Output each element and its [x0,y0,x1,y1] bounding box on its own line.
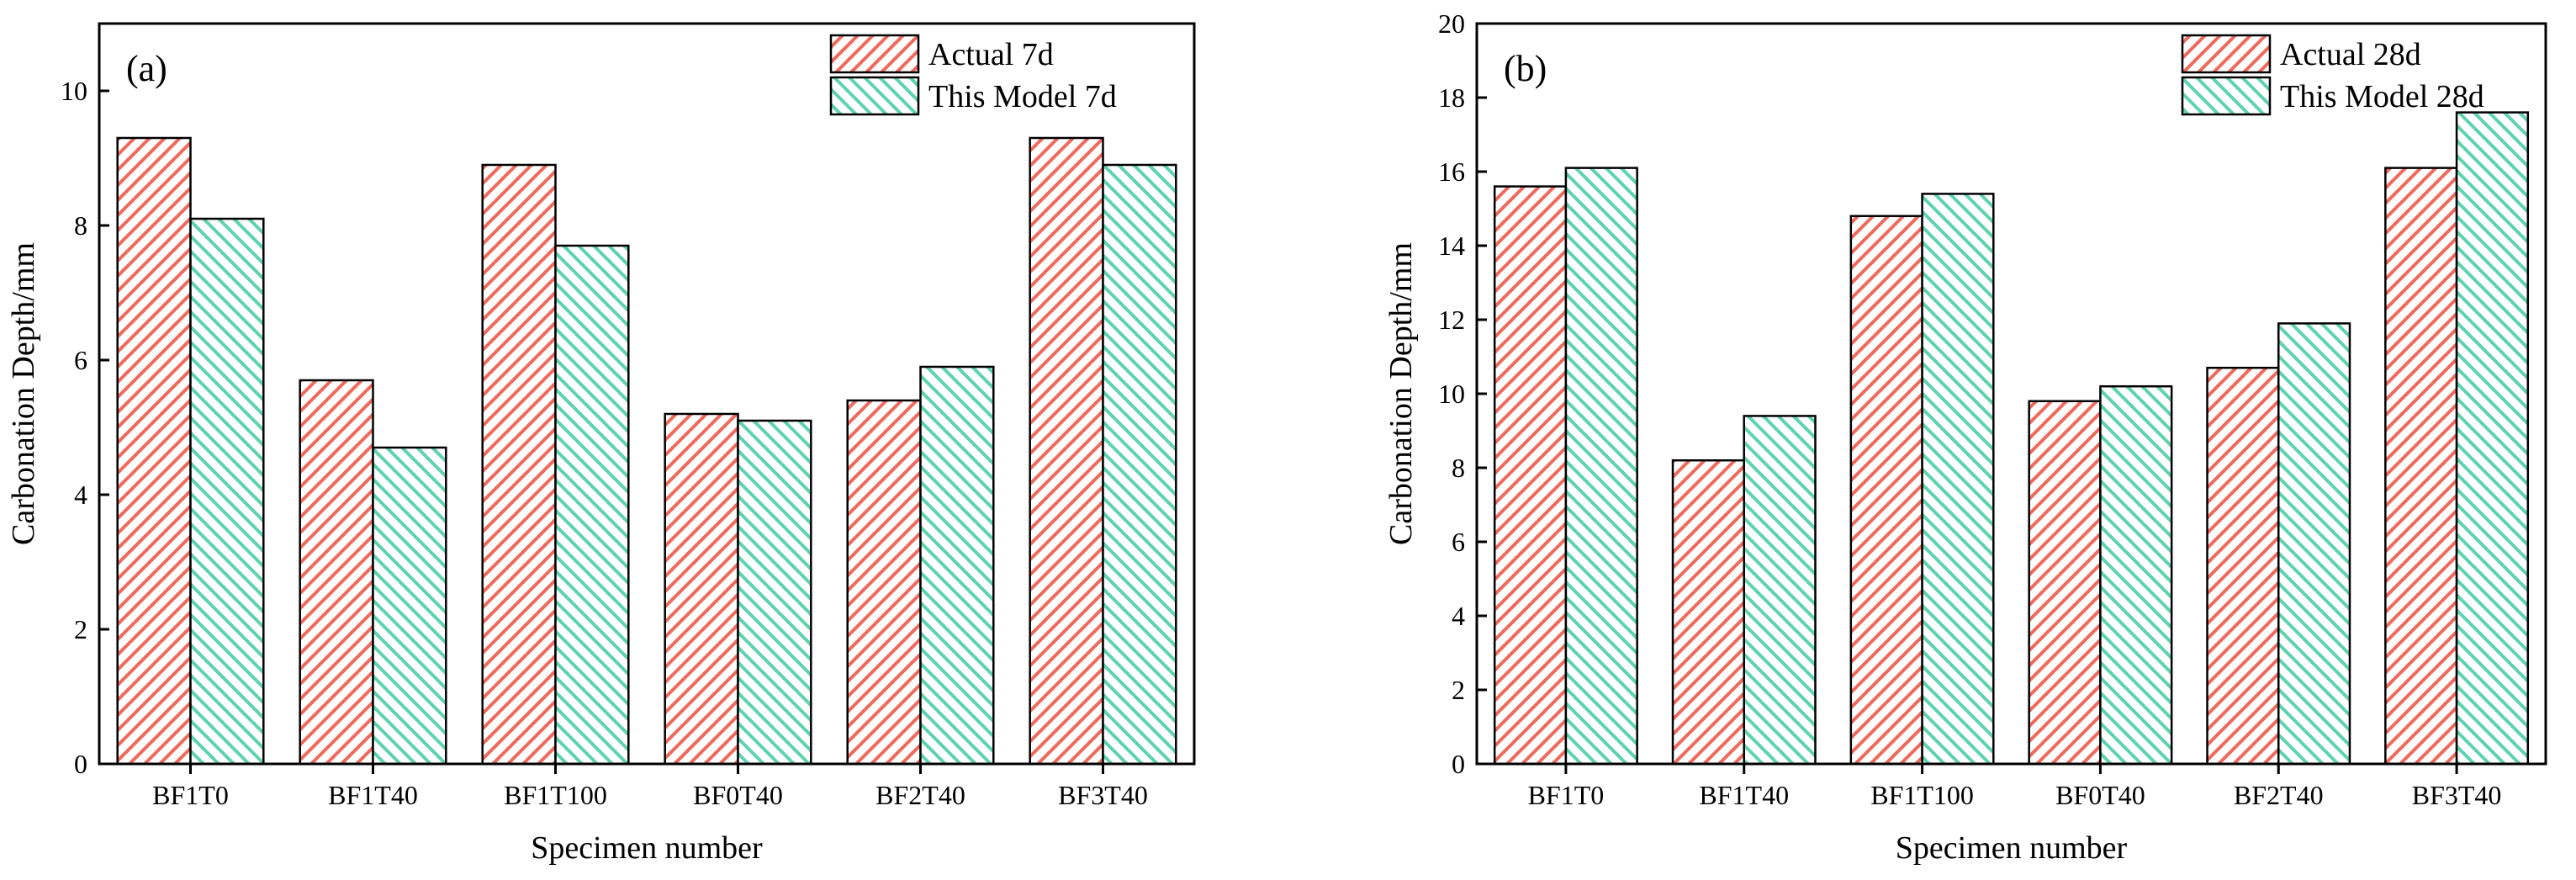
bar-model-bf1t100 [554,244,630,766]
bar-model-bf1t40 [1743,415,1817,766]
x-axis-ticks: BF1T0 BF1T40 BF1T100 BF0T40 BF2T40 BF3T40 [152,764,1148,810]
panel-label: (a) [126,48,167,89]
bar-actual-bf0t40 [2028,400,2102,766]
bar-model-bf2t40 [2277,322,2351,766]
panel-label: (b) [1504,48,1547,89]
bar-model-bf0t40 [2099,384,2173,766]
y-tick-label: 18 [1438,82,1465,113]
y-axis-title: Carbonation Depth/mm [1383,242,1419,545]
chart-panel-b: 0 2 4 6 8 10 12 14 16 18 20 BF1T0 BF1T40 BF1T100 BF0T… [1383,8,2547,866]
bar-model-bf0t40 [737,419,812,766]
y-tick-label: 12 [1438,305,1465,335]
bars-group [116,136,1177,766]
y-tick-label: 4 [74,480,87,510]
bar-actual-bf3t40 [1029,136,1104,766]
bar-model-bf2t40 [919,365,995,766]
x-tick-label: BF2T40 [2234,780,2324,810]
x-tick-label: BF3T40 [2412,780,2502,810]
bar-model-bf1t40 [372,446,447,766]
bar-actual-bf2t40 [2206,366,2280,766]
x-axis-ticks: BF1T0 BF1T40 BF1T100 BF0T40 BF2T40 BF3T40 [1528,764,2502,810]
y-tick-label: 6 [1452,527,1465,557]
x-tick-label: BF1T0 [1528,780,1605,810]
y-tick-label: 14 [1438,231,1465,261]
y-tick-label: 2 [74,614,87,644]
legend-swatch-series-1 [2181,34,2272,74]
y-tick-label: 0 [74,749,87,779]
legend-swatch-series-2 [2181,76,2272,116]
legend: Actual 7d This Model 7d [829,34,1117,116]
bar-model-bf1t100 [1921,193,1995,766]
legend-label-series-1: Actual 7d [928,37,1054,72]
x-tick-label: BF3T40 [1058,780,1148,810]
bars-group [1493,111,2530,766]
bar-actual-bf1t40 [299,379,374,766]
bar-model-bf3t40 [2455,111,2530,766]
y-tick-label: 6 [74,345,87,375]
bar-actual-bf1t100 [1849,215,1923,766]
legend: Actual 28d This Model 28d [2181,34,2484,116]
bar-actual-bf1t0 [1493,185,1568,766]
x-tick-label: BF1T40 [328,780,418,810]
y-axis-ticks: 0 2 4 6 8 10 [61,76,109,779]
bar-actual-bf0t40 [664,412,739,766]
legend-label-series-2: This Model 7d [928,79,1117,114]
y-tick-label: 10 [1438,379,1465,409]
x-axis-title: Specimen number [531,830,763,866]
x-tick-label: BF1T40 [1699,780,1789,810]
y-tick-label: 20 [1438,8,1465,39]
legend-label-series-2: This Model 28d [2280,79,2484,114]
bar-actual-bf3t40 [2384,167,2458,766]
x-tick-label: BF2T40 [875,780,965,810]
bar-actual-bf1t100 [481,163,557,766]
y-tick-label: 8 [74,210,87,241]
plot-frame [1475,22,2547,766]
y-axis-ticks: 0 2 4 6 8 10 12 14 16 18 20 [1438,8,1487,779]
legend-label-series-1: Actual 28d [2280,37,2421,72]
plot-frame [98,22,1196,766]
bar-actual-bf2t40 [846,399,922,766]
bar-model-bf3t40 [1102,163,1177,766]
legend-swatch-series-1 [829,34,920,74]
x-tick-label: BF0T40 [2055,780,2145,810]
y-tick-label: 0 [1452,749,1465,779]
legend-swatch-series-2 [829,76,920,116]
x-tick-label: BF1T0 [152,780,229,810]
y-axis-title: Carbonation Depth/mm [6,242,41,545]
y-tick-label: 16 [1438,156,1465,187]
bar-actual-bf1t0 [116,136,192,766]
y-tick-label: 10 [61,76,87,106]
x-tick-label: BF1T100 [1870,780,1974,810]
bar-actual-bf1t40 [1671,459,1746,766]
bar-model-bf1t0 [1564,167,1638,766]
x-axis-title: Specimen number [1896,830,2128,866]
bar-model-bf1t0 [189,217,265,766]
y-tick-label: 2 [1452,675,1465,705]
x-tick-label: BF0T40 [693,780,783,810]
y-tick-label: 4 [1452,601,1465,631]
y-tick-label: 8 [1452,453,1465,483]
x-tick-label: BF1T100 [504,780,607,810]
